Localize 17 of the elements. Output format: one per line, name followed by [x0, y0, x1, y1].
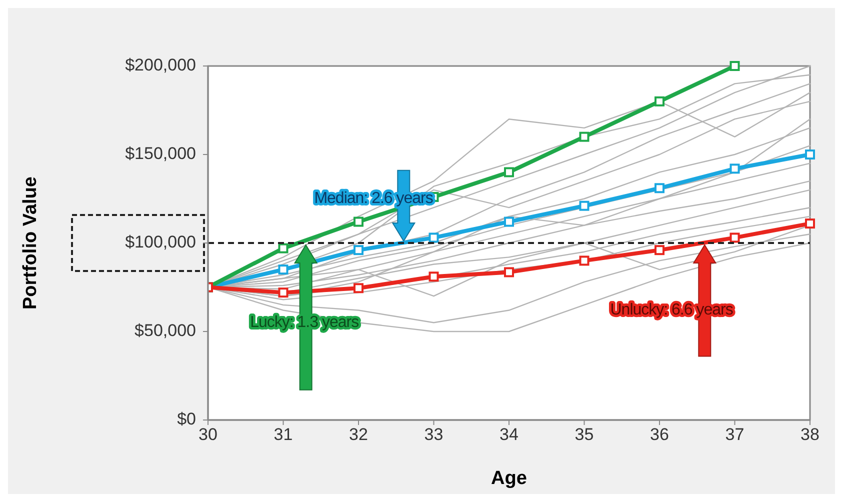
annotation: Median: 2.6 years — [314, 190, 434, 207]
x-tick-label: 33 — [424, 425, 444, 444]
y-tick-label: $100,000 — [125, 232, 196, 252]
x-tick-label: 32 — [349, 425, 368, 444]
x-axis-title: Age — [491, 468, 527, 489]
x-tick-label: 35 — [574, 425, 594, 444]
x-tick-label: 34 — [500, 425, 518, 444]
x-tick-label: 30 — [198, 425, 218, 444]
y-tick-label: $200,000 — [125, 55, 196, 74]
x-tick-label: 36 — [650, 425, 669, 444]
y-tick-label: $50,000 — [134, 320, 196, 340]
y-tick-label: $0 — [177, 409, 196, 428]
x-tick-label: 38 — [800, 425, 820, 444]
y-axis-title: Portfolio Value — [20, 176, 41, 310]
x-tick-label: 37 — [725, 425, 744, 444]
y-tick-label: $150,000 — [125, 144, 196, 163]
x-tick-label: 31 — [274, 425, 293, 444]
